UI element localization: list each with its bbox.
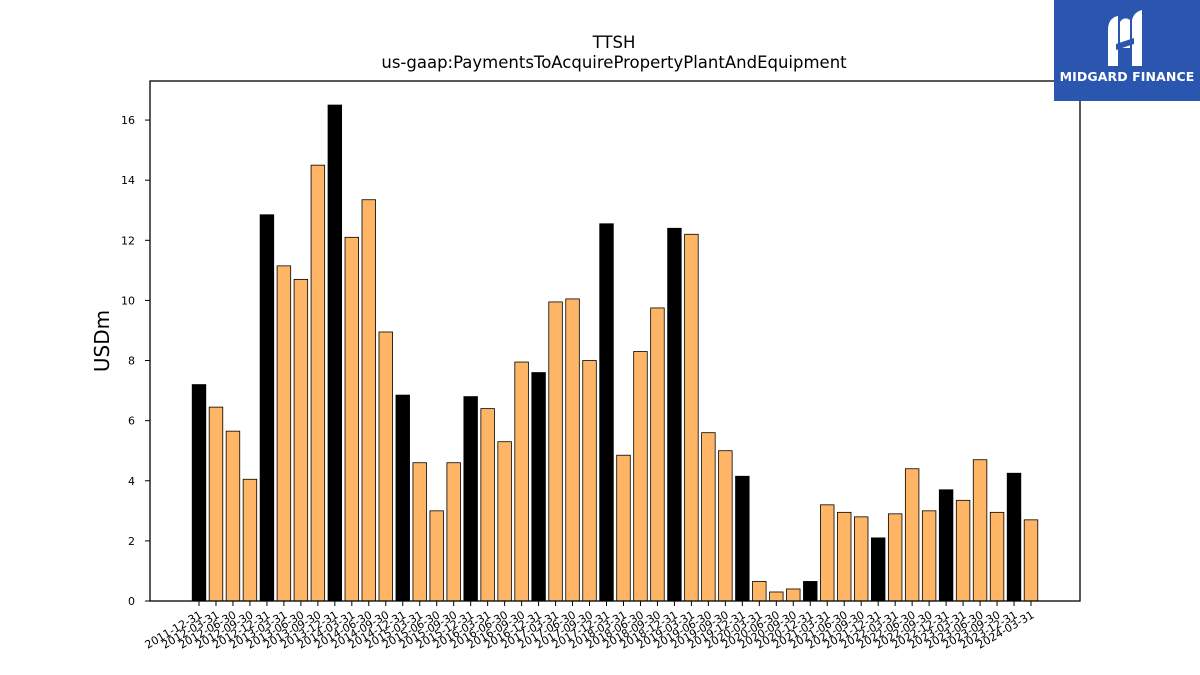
y-tick-label: 10 <box>121 294 135 307</box>
bar-2023-12-31 <box>1006 472 1022 602</box>
bar-2013-12-31 <box>327 104 343 602</box>
bar-2014-06-30 <box>361 199 376 602</box>
bar-2019-06-30 <box>701 432 716 602</box>
bar-2014-12-31 <box>395 394 410 602</box>
bar-2015-09-30 <box>446 462 461 602</box>
bar-2019-03-31 <box>684 233 699 602</box>
bar-2012-03-31 <box>208 406 224 602</box>
bar-2020-06-30 <box>769 591 784 602</box>
bar-2020-12-31 <box>803 581 818 602</box>
midgard-m-logo-icon <box>1108 10 1142 66</box>
bar-2018-03-31 <box>616 454 631 602</box>
chart-subtitle: us-gaap:PaymentsToAcquirePropertyPlantAn… <box>381 53 847 72</box>
chart-title: TTSH <box>592 33 636 52</box>
bar-2016-12-31 <box>531 372 546 602</box>
y-tick-label: 16 <box>121 114 135 127</box>
bar-2024-03-31 <box>1023 519 1039 602</box>
x-axis-ticks: 2011-12-312012-03-312012-06-302012-09-30… <box>143 601 1037 652</box>
bar-2017-09-30 <box>582 360 597 602</box>
bar-2018-12-31 <box>667 227 682 602</box>
bar-2021-09-30 <box>854 516 869 602</box>
y-tick-label: 2 <box>128 535 135 548</box>
bar-2023-03-31 <box>955 499 971 602</box>
y-tick-label: 0 <box>128 595 135 608</box>
y-axis-ticks: 0 2 4 6 8 10 12 14 16 <box>121 114 150 608</box>
bar-2021-03-31 <box>820 504 835 602</box>
bar-2012-09-30 <box>242 478 258 602</box>
bar-2014-09-30 <box>378 331 393 602</box>
bar-2023-09-30 <box>989 511 1005 602</box>
y-tick-label: 14 <box>121 174 135 187</box>
bar-2016-09-30 <box>514 361 529 602</box>
bar-2020-09-30 <box>786 588 801 602</box>
bar-2019-12-31 <box>735 475 750 602</box>
bar-2015-06-30 <box>429 510 444 602</box>
brand-logo: MIDGARD FINANCE <box>1054 0 1200 101</box>
bar-2022-06-30 <box>904 468 920 602</box>
bar-2021-06-30 <box>837 511 852 602</box>
y-tick-label: 4 <box>128 475 135 488</box>
bar-2013-06-30 <box>293 278 309 602</box>
bar-2020-03-31 <box>752 581 767 602</box>
bar-2012-06-30 <box>225 430 241 602</box>
bar-2022-09-30 <box>921 510 937 602</box>
bar-2013-09-30 <box>310 164 326 602</box>
bar-2018-09-30 <box>650 307 665 602</box>
bar-2019-09-30 <box>718 450 733 602</box>
bar-2016-03-31 <box>480 408 495 602</box>
y-tick-label: 12 <box>121 234 135 247</box>
bar-2017-12-31 <box>599 223 614 602</box>
plot-frame <box>149 80 1081 602</box>
bar-2021-12-31 <box>870 537 886 602</box>
brand-name: MIDGARD FINANCE <box>1059 69 1195 84</box>
bar-2017-03-31 <box>548 301 563 602</box>
bar-2023-06-30 <box>972 459 988 602</box>
y-tick-label: 6 <box>128 415 135 428</box>
bar-2017-06-30 <box>565 298 580 602</box>
bar-2013-03-31 <box>276 265 292 602</box>
bar-2012-12-31 <box>259 214 275 602</box>
bar-2015-12-31 <box>463 396 478 602</box>
bar-2018-06-30 <box>633 351 648 602</box>
bar-2022-03-31 <box>887 513 903 602</box>
bars-group <box>191 104 1039 602</box>
y-axis-label: USDm <box>90 310 114 372</box>
bar-2022-12-31 <box>938 489 954 602</box>
bar-2015-03-31 <box>412 462 427 602</box>
bar-2011-12-31 <box>191 384 207 602</box>
y-tick-label: 8 <box>128 355 135 368</box>
bar-2014-03-31 <box>344 236 359 602</box>
bar-2016-06-30 <box>497 441 512 602</box>
